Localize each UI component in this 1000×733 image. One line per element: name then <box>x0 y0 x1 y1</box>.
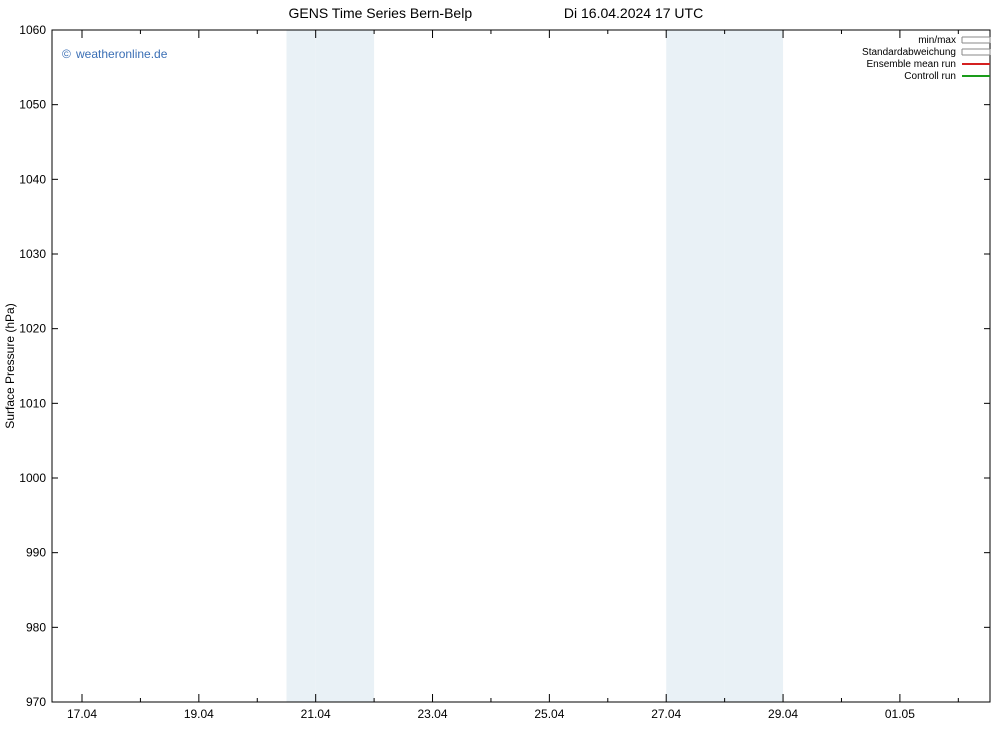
pressure-chart: 970 980 990 1000 1010 1020 1030 1040 1050 1060 17.… <box>0 0 1000 733</box>
y-tick-label: 1030 <box>19 247 46 261</box>
watermark-text: weatheronline.de <box>75 47 168 61</box>
x-tick-label: 01.05 <box>885 707 915 721</box>
y-axis-label: Surface Pressure (hPa) <box>3 303 17 428</box>
shaded-band <box>316 30 374 702</box>
legend-label: Standardabweichung <box>862 47 956 58</box>
y-tick-label: 1000 <box>19 471 46 485</box>
y-tick-label: 1060 <box>19 23 46 37</box>
y-tick-label: 990 <box>26 546 46 560</box>
legend-label: Ensemble mean run <box>867 59 957 70</box>
shaded-band <box>666 30 724 702</box>
plot-border <box>52 30 990 702</box>
x-tick-label: 27.04 <box>651 707 681 721</box>
x-tick-label: 17.04 <box>67 707 97 721</box>
x-tick-label: 21.04 <box>301 707 331 721</box>
y-tick-label: 1050 <box>19 98 46 112</box>
shaded-band <box>286 30 315 702</box>
y-tick-label: 1040 <box>19 172 46 186</box>
x-tick-label: 29.04 <box>768 707 798 721</box>
x-tick-label: 19.04 <box>184 707 214 721</box>
y-tick-label: 970 <box>26 695 46 709</box>
y-tick-label: 1020 <box>19 322 46 336</box>
watermark-symbol: © <box>62 47 71 61</box>
legend-label: min/max <box>918 35 956 46</box>
chart-svg: 970 980 990 1000 1010 1020 1030 1040 1050 1060 17.… <box>0 0 1000 733</box>
legend-label: Controll run <box>904 71 956 82</box>
chart-title-right: Di 16.04.2024 17 UTC <box>564 5 703 21</box>
y-tick-label: 1010 <box>19 396 46 410</box>
chart-title-left: GENS Time Series Bern-Belp <box>288 5 472 21</box>
x-tick-label: 25.04 <box>534 707 564 721</box>
y-tick-label: 980 <box>26 620 46 634</box>
x-tick-label: 23.04 <box>418 707 448 721</box>
shaded-band <box>725 30 783 702</box>
